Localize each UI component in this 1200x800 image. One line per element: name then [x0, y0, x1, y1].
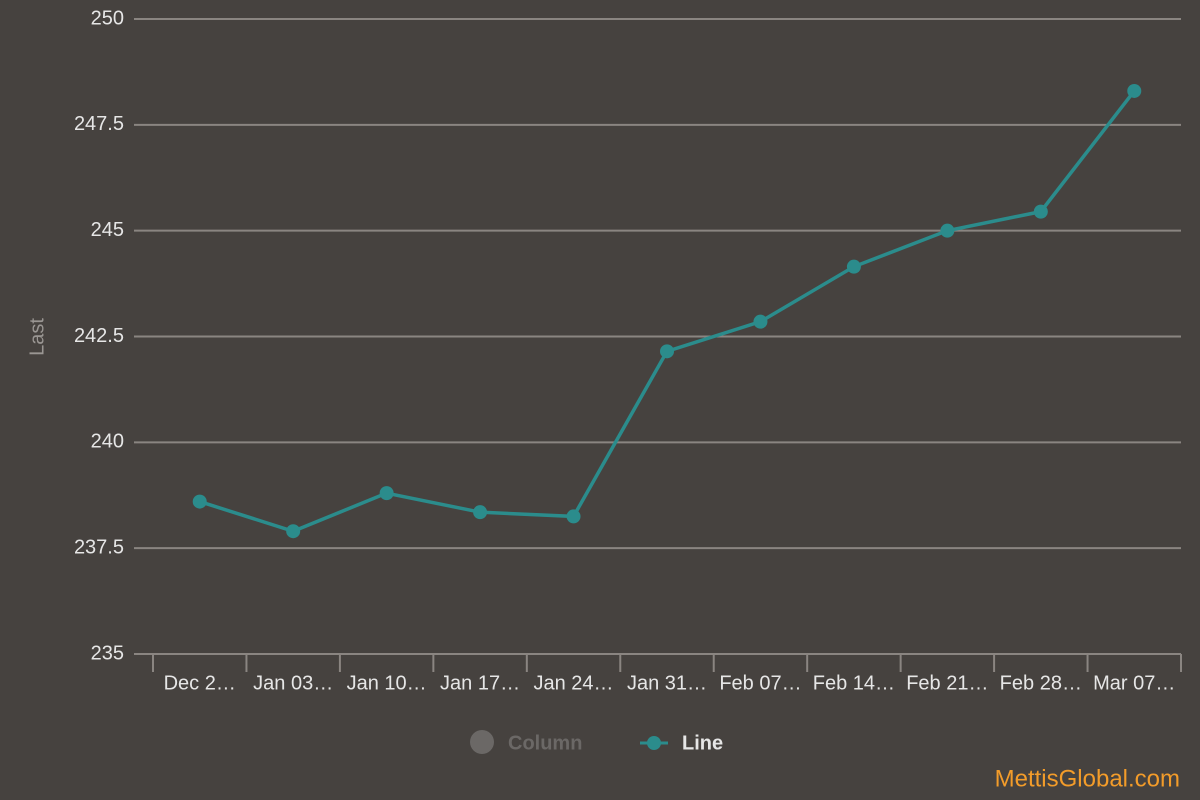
y-tick-label: 242.5 — [74, 325, 124, 347]
x-tick-label: Feb 14… — [813, 672, 895, 694]
watermark: MettisGlobal.com — [995, 765, 1180, 792]
y-tick-label: 247.5 — [74, 113, 124, 135]
point — [192, 494, 207, 509]
y-tick-label: 240 — [91, 431, 124, 453]
point — [940, 223, 955, 238]
y-tick-label: 237.5 — [74, 536, 124, 558]
point — [753, 314, 768, 329]
x-tick-label: Jan 24… — [534, 672, 614, 694]
y-tick-label: 245 — [91, 219, 124, 241]
x-tick-label: Feb 28… — [1000, 672, 1082, 694]
point — [473, 505, 488, 520]
x-tick-label: Feb 07… — [719, 672, 801, 694]
x-tick-label: Jan 10… — [347, 672, 427, 694]
point — [1127, 83, 1142, 98]
x-tick-label: Feb 21… — [906, 672, 988, 694]
legend-label[interactable]: Line — [682, 732, 723, 754]
legend-swatch — [470, 730, 494, 754]
point — [1033, 204, 1048, 219]
x-tick-label: Jan 17… — [440, 672, 520, 694]
point — [660, 344, 674, 359]
x-tick-label: Mar 07… — [1093, 672, 1175, 694]
point — [286, 524, 301, 539]
x-tick-label: Jan 03… — [253, 672, 333, 694]
legend-label[interactable]: Column — [508, 732, 582, 754]
point — [379, 486, 394, 501]
y-axis-label: Last — [26, 318, 48, 356]
point — [846, 259, 861, 274]
y-tick-label: 235 — [91, 642, 124, 664]
legend-swatch — [647, 736, 661, 750]
x-tick-label: Jan 31… — [627, 672, 707, 694]
y-tick-label: 250 — [91, 7, 124, 29]
point — [566, 509, 581, 524]
x-tick-label: Dec 2… — [164, 672, 236, 694]
